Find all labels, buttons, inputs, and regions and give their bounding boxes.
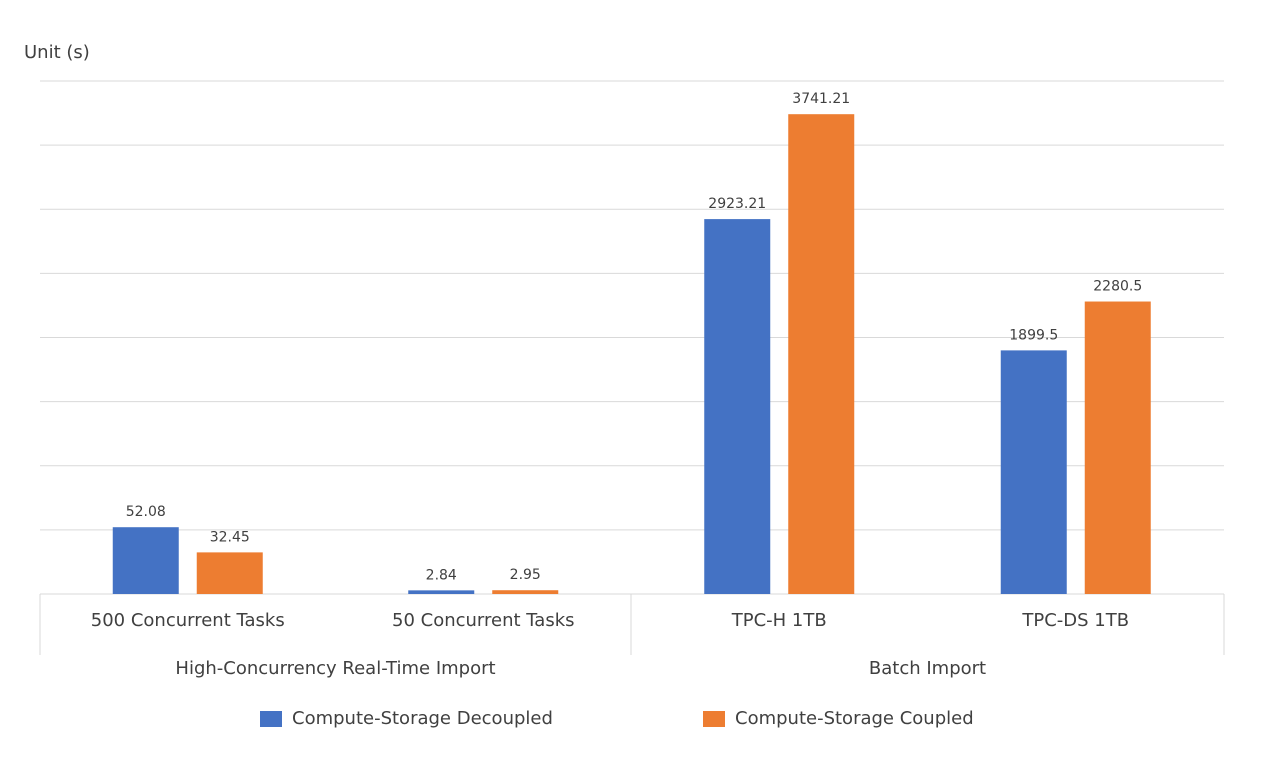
value-label: 1899.5 — [1009, 327, 1058, 343]
x-tick-label: TPC-DS 1TB — [1021, 610, 1129, 631]
group-label: High-Concurrency Real-Time Import — [175, 658, 495, 679]
value-label: 32.45 — [210, 529, 250, 545]
group-label: Batch Import — [869, 658, 986, 679]
bar — [704, 219, 771, 594]
bar — [1084, 301, 1151, 594]
bar — [112, 527, 179, 594]
legend-swatch — [703, 711, 725, 727]
bar — [1000, 350, 1067, 594]
legend-label: Compute-Storage Decoupled — [292, 708, 553, 729]
unit-label: Unit (s) — [24, 42, 90, 63]
bar — [408, 590, 475, 594]
x-tick-label: 50 Concurrent Tasks — [392, 610, 575, 631]
bar — [196, 552, 263, 594]
value-label: 2.84 — [426, 567, 457, 583]
bar — [492, 590, 559, 594]
bar — [788, 114, 855, 594]
x-tick-label: 500 Concurrent Tasks — [91, 610, 285, 631]
value-label: 2923.21 — [708, 196, 766, 212]
x-tick-label: TPC-H 1TB — [731, 610, 827, 631]
value-label: 2280.5 — [1093, 279, 1142, 295]
value-label: 52.08 — [126, 504, 166, 520]
legend-swatch — [260, 711, 282, 727]
value-label: 2.95 — [510, 567, 541, 583]
value-label: 3741.21 — [792, 91, 850, 107]
legend-label: Compute-Storage Coupled — [735, 708, 974, 729]
